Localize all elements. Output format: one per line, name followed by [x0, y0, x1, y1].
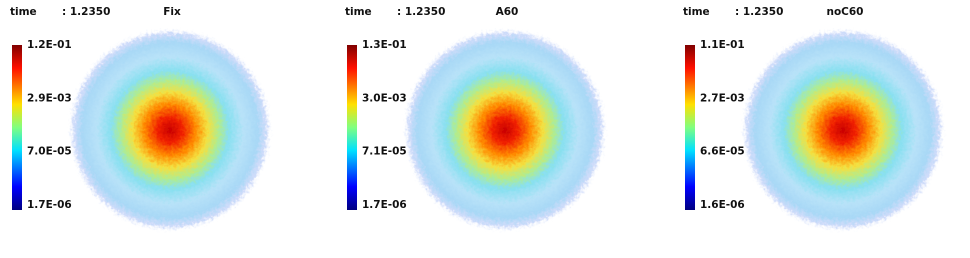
colorbar-label: 3.0E-03 — [362, 92, 407, 104]
colorbar — [12, 45, 22, 210]
panel-title: noC60 — [826, 6, 863, 18]
panel: time : 1.2350 noC60 1.1E-01 2.7E-03 6.6E-05 1.… — [683, 6, 945, 232]
panel-title: Fix — [163, 6, 181, 18]
colorbar-label: 1.2E-01 — [27, 39, 72, 51]
panel-title: A60 — [496, 6, 519, 18]
density-disk — [741, 28, 945, 232]
time-label: time — [10, 6, 37, 18]
density-disk — [68, 28, 272, 232]
colorbar-label: 1.1E-01 — [700, 39, 745, 51]
time-value: : 1.2350 — [62, 6, 110, 18]
colorbar-label: 1.7E-06 — [362, 199, 407, 211]
panel: time : 1.2350 A60 1.3E-01 3.0E-03 7.1E-05 1.7E… — [345, 6, 607, 232]
time-label: time — [683, 6, 710, 18]
colorbar-label: 1.7E-06 — [27, 199, 72, 211]
colorbar-label: 1.6E-06 — [700, 199, 745, 211]
colorbar — [685, 45, 695, 210]
colorbar-label: 2.7E-03 — [700, 92, 745, 104]
time-value: : 1.2350 — [397, 6, 445, 18]
density-disk — [403, 28, 607, 232]
colorbar-label: 6.6E-05 — [700, 146, 745, 158]
panel: time : 1.2350 Fix 1.2E-01 2.9E-03 7.0E-05 1.7E… — [10, 6, 272, 232]
colorbar-label: 2.9E-03 — [27, 92, 72, 104]
colorbar — [347, 45, 357, 210]
time-value: : 1.2350 — [735, 6, 783, 18]
colorbar-label: 1.3E-01 — [362, 39, 407, 51]
colorbar-label: 7.0E-05 — [27, 146, 72, 158]
time-label: time — [345, 6, 372, 18]
colorbar-label: 7.1E-05 — [362, 146, 407, 158]
